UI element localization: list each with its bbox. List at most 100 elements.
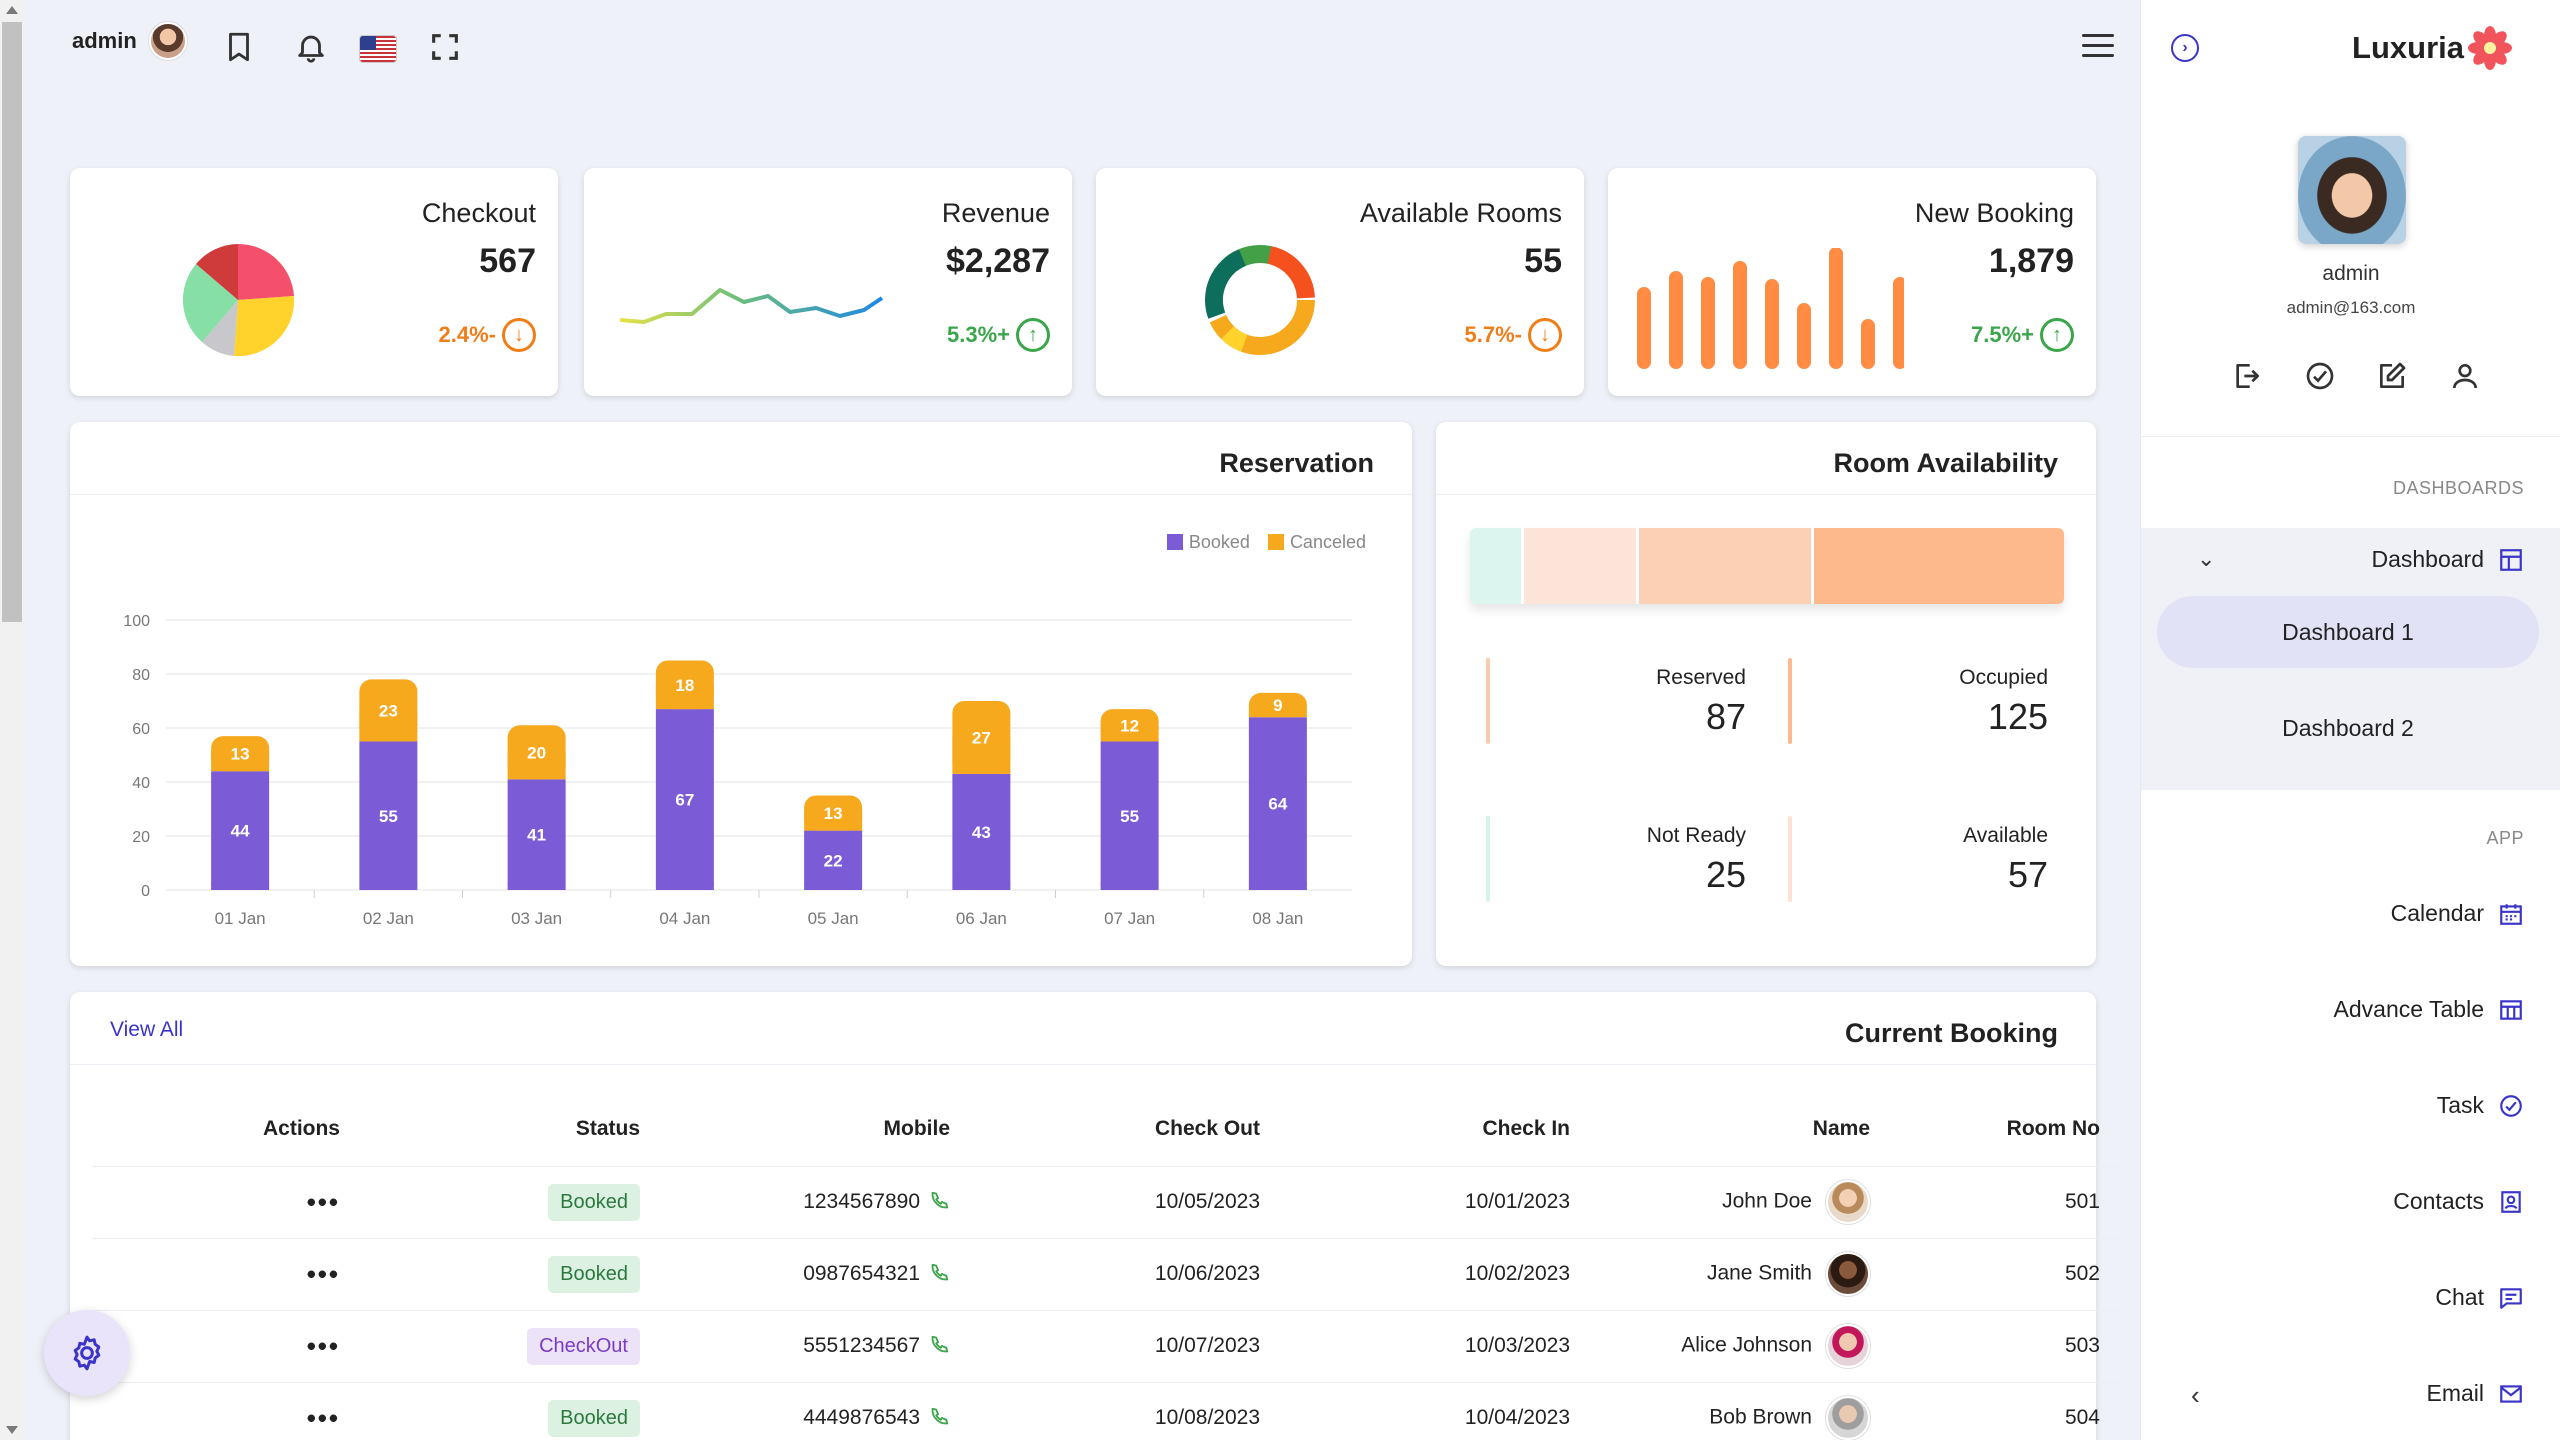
bar-canceled-3[interactable] — [507, 725, 566, 780]
chevron-left-icon[interactable]: ‹ — [2191, 1380, 2200, 1410]
table-header-row: Actions Status Mobile Check Out Check In… — [92, 1092, 2122, 1167]
revenue-sparkline — [620, 288, 884, 324]
bar-data-label: 22 — [824, 851, 843, 870]
logout-icon[interactable] — [2231, 360, 2263, 392]
phone-icon[interactable] — [928, 1406, 950, 1428]
stat-card-revenue: Revenue $2,287 5.3%+ ↑ — [584, 168, 1072, 396]
sidebar-item-chat[interactable]: Chat — [2435, 1284, 2524, 1311]
page-scrollbar[interactable] — [0, 0, 24, 1440]
col-actions[interactable]: Actions — [92, 1092, 362, 1167]
booking-mini-bar-chart — [1637, 248, 1904, 369]
bar-canceled-6[interactable] — [952, 701, 1011, 774]
col-mobile[interactable]: Mobile — [662, 1092, 972, 1167]
bar-booked-4[interactable] — [655, 709, 714, 890]
y-tick-label: 20 — [132, 829, 150, 846]
legend-item-canceled[interactable]: Canceled — [1267, 532, 1366, 553]
bar-canceled-8[interactable] — [1248, 692, 1307, 718]
bell-icon[interactable] — [294, 30, 328, 64]
bar-booked-3[interactable] — [507, 779, 566, 890]
view-all-link[interactable]: View All — [110, 1018, 184, 1041]
row-actions-button[interactable]: ••• — [306, 1330, 340, 1361]
row-actions-button[interactable]: ••• — [306, 1186, 340, 1217]
table-row[interactable]: ••• CheckOut 5551234567 10/07/2023 10/03… — [92, 1310, 2122, 1383]
stat-title: New Booking — [1914, 198, 2074, 228]
menu-toggle-icon[interactable] — [2082, 34, 2114, 60]
checkout-pie-chart — [182, 243, 295, 357]
phone-icon[interactable] — [928, 1262, 950, 1284]
bar-data-label: 9 — [1273, 696, 1282, 715]
current-booking-card: View All Current Booking Actions Status … — [70, 992, 2122, 1440]
stat-trend: 5.7%- ↓ — [1465, 318, 1562, 352]
col-status[interactable]: Status — [362, 1092, 662, 1167]
availability-segment[interactable] — [1811, 528, 2064, 604]
table-row[interactable]: ••• Booked 1234567890 10/05/2023 10/01/2… — [92, 1166, 2122, 1239]
bar-booked-5[interactable] — [804, 830, 863, 890]
fullscreen-icon[interactable] — [428, 30, 462, 64]
bar-canceled-5[interactable] — [804, 795, 863, 831]
sidebar-item-dashboard[interactable]: Dashboard — [2371, 546, 2524, 573]
availability-segment[interactable] — [1635, 528, 1812, 604]
table-row[interactable]: ••• Booked 4449876543 10/08/2023 10/04/2… — [92, 1382, 2122, 1440]
guest-name: Alice Johnson — [1681, 1333, 1812, 1357]
col-name[interactable]: Name — [1592, 1092, 1892, 1167]
bookmark-icon[interactable] — [222, 30, 256, 64]
scroll-up-arrow[interactable] — [6, 6, 18, 14]
us-flag-icon[interactable] — [360, 36, 396, 62]
status-badge: CheckOut — [527, 1327, 640, 1365]
check-circle-icon[interactable] — [2304, 360, 2336, 392]
profile-email: admin@163.com — [2286, 298, 2416, 317]
bar-booked-7[interactable] — [1100, 741, 1159, 891]
availability-segment[interactable] — [1470, 528, 1521, 604]
chevron-right-circle-icon[interactable]: › — [2171, 34, 2199, 62]
scroll-down-arrow[interactable] — [6, 1426, 18, 1434]
row-actions-button[interactable]: ••• — [306, 1258, 340, 1289]
sidebar-item-contacts[interactable]: Contacts — [2393, 1188, 2524, 1215]
profile-actions — [2231, 360, 2481, 392]
bar-canceled-7[interactable] — [1100, 709, 1159, 742]
bar-canceled-1[interactable] — [211, 736, 270, 772]
bar-canceled-4[interactable] — [655, 660, 714, 710]
bar-booked-6[interactable] — [952, 773, 1011, 890]
bar-booked-2[interactable] — [359, 741, 418, 891]
col-check-in[interactable]: Check In — [1282, 1092, 1592, 1167]
y-tick-label: 100 — [123, 613, 150, 630]
trend-text: 5.3%+ — [947, 322, 1010, 347]
phone-icon[interactable] — [928, 1334, 950, 1356]
stat-value: 567 — [479, 242, 536, 280]
legend-item-booked[interactable]: Booked — [1166, 532, 1250, 553]
availability-stacked-bar — [1470, 528, 2064, 604]
status-badge: Booked — [548, 1399, 640, 1437]
check-out-date: 10/06/2023 — [972, 1238, 1282, 1311]
settings-fab-button[interactable] — [44, 1310, 130, 1396]
sidebar-item-dashboard-2[interactable]: Dashboard 2 — [2282, 715, 2414, 741]
sidebar-item-task[interactable]: Task — [2437, 1092, 2524, 1119]
profile-avatar[interactable] — [2298, 136, 2406, 244]
bar-canceled-2[interactable] — [359, 679, 418, 742]
scrollbar-thumb[interactable] — [2, 22, 22, 622]
sidebar-item-dashboard-1[interactable]: Dashboard 1 — [2157, 596, 2539, 668]
sidebar-item-calendar[interactable]: Calendar — [2391, 900, 2524, 927]
trend-text: 7.5%+ — [1971, 322, 2034, 347]
bar-booked-8[interactable] — [1248, 717, 1307, 890]
chevron-down-icon[interactable]: ⌄ — [2197, 546, 2216, 571]
phone-icon[interactable] — [928, 1190, 950, 1212]
check-circle-icon — [2500, 1094, 2522, 1117]
col-check-out[interactable]: Check Out — [972, 1092, 1282, 1167]
user-icon[interactable] — [2449, 360, 2481, 392]
availability-segment[interactable] — [1520, 528, 1636, 604]
user-menu[interactable]: admin — [72, 22, 187, 60]
edit-icon[interactable] — [2376, 360, 2408, 392]
bar-booked-1[interactable] — [211, 771, 270, 890]
table-row[interactable]: ••• Booked 0987654321 10/06/2023 10/02/2… — [92, 1238, 2122, 1311]
stat-card-new-booking: New Booking 1,879 7.5%+ ↑ — [1608, 168, 2096, 396]
col-room-no[interactable]: Room No — [1892, 1092, 2122, 1167]
row-actions-button[interactable]: ••• — [306, 1402, 340, 1433]
mobile-number: 4449876543 — [803, 1406, 920, 1429]
stat-title: Revenue — [941, 198, 1050, 228]
mobile-number: 5551234567 — [803, 1334, 920, 1357]
x-tick-label: 07 Jan — [1104, 909, 1155, 928]
bar-data-label: 27 — [972, 728, 991, 747]
sidebar-item-email[interactable]: Email — [2426, 1380, 2524, 1407]
x-tick-label: 06 Jan — [956, 909, 1007, 928]
sidebar-item-advance-table[interactable]: Advance Table — [2334, 996, 2524, 1023]
